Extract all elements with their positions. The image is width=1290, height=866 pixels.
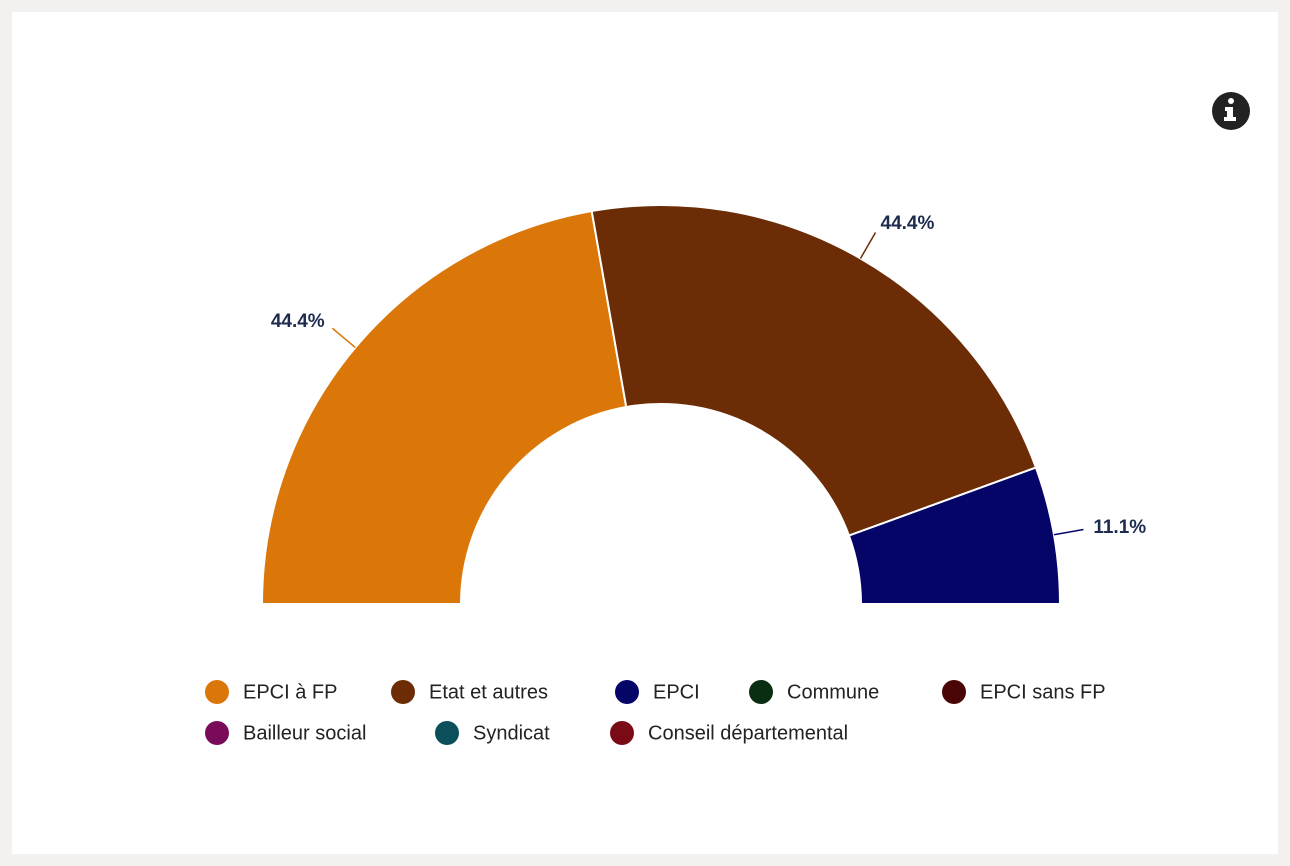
legend-swatch xyxy=(749,680,773,704)
legend-label: EPCI à FP xyxy=(243,681,337,703)
legend-swatch xyxy=(205,721,229,745)
legend-label: EPCI xyxy=(653,681,700,703)
legend-swatch xyxy=(942,680,966,704)
legend-label: Conseil départemental xyxy=(648,722,848,744)
label-leader xyxy=(859,232,877,259)
legend-swatch xyxy=(435,721,459,745)
legend-label: Etat et autres xyxy=(429,681,548,703)
legend-swatch xyxy=(615,680,639,704)
data-label: 44.4% xyxy=(881,213,935,234)
slice xyxy=(847,466,1062,605)
legend-swatch xyxy=(205,680,229,704)
legend-swatch xyxy=(391,680,415,704)
data-label: 44.4% xyxy=(271,311,325,332)
slice xyxy=(260,209,628,605)
info-dot xyxy=(1228,98,1234,104)
info-stem xyxy=(1224,107,1236,121)
legend-label: Commune xyxy=(787,681,879,703)
data-label: 11.1% xyxy=(1093,517,1146,538)
legend-label: EPCI sans FP xyxy=(980,681,1106,703)
legend-label: Bailleur social xyxy=(243,722,366,744)
legend-label: Syndicat xyxy=(473,722,550,744)
legend-swatch xyxy=(610,721,634,745)
chart-card xyxy=(12,12,1278,854)
label-leader xyxy=(1053,528,1084,536)
label-leader xyxy=(331,327,356,349)
slice xyxy=(590,204,1038,537)
info-icon[interactable] xyxy=(1212,92,1250,130)
